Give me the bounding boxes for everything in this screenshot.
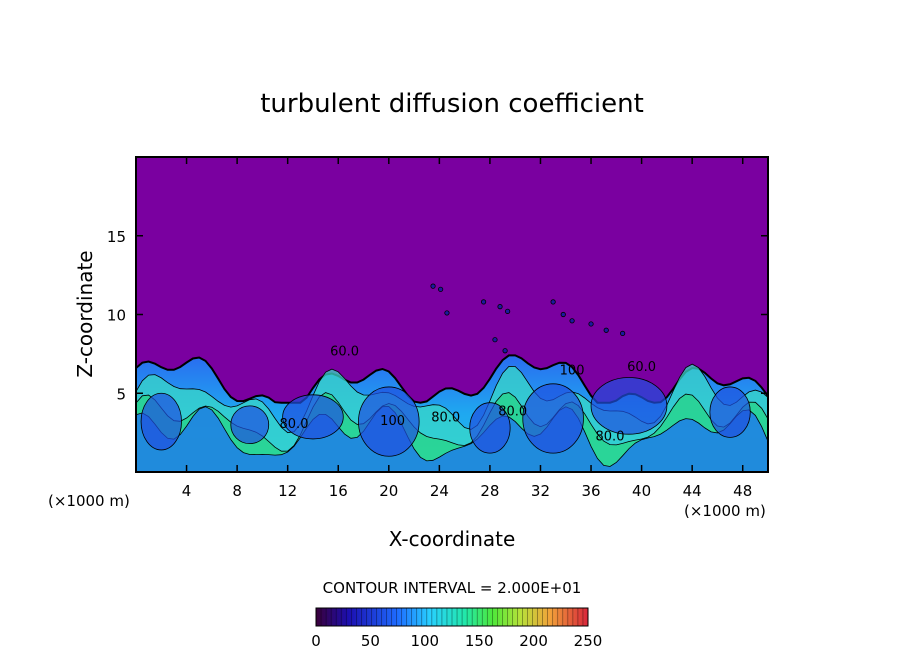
x-unit-right: (×1000 m) [684,502,766,520]
isolated-cell [444,310,450,316]
colorbar-ticks: 0 50 100 150 200 250 [311,632,602,650]
low-diffusion-core [469,402,511,454]
x-tick-label: 32 [531,482,550,500]
x-tick-label: 44 [683,482,702,500]
isolated-cell [620,330,626,336]
low-diffusion-core [358,386,420,457]
isolated-cell [497,304,503,310]
x-tick-label: 40 [632,482,651,500]
contour-blobs [140,283,751,457]
low-diffusion-core [140,392,182,451]
y-tick-label: 5 [116,385,126,403]
colorbar-tick-label: 0 [311,632,321,650]
x-tick-label: 28 [480,482,499,500]
colorbar-tick-label: 150 [465,632,494,650]
colorbar-stripes [315,608,589,626]
x-tick-label: 4 [182,482,192,500]
colorbar-tick-label: 250 [574,632,603,650]
turbulent-layer [136,354,768,472]
isolated-cell [502,348,508,354]
contour-label: 80.0 [498,404,527,419]
isolated-cell [550,299,556,305]
y-axis-ticks: 5 10 15 [107,228,768,403]
x-unit-left: (×1000 m) [48,492,130,510]
chart-title: turbulent diffusion coefficient [260,89,644,119]
plot-area: 80.0 100 80.0 80.0 80.0 60.0 60.0 100 [136,157,768,472]
contour-label: 80.0 [280,417,309,432]
colorbar-tick-label: 50 [361,632,380,650]
x-tick-label: 36 [581,482,600,500]
x-axis-ticks: 4 8 12 16 20 24 28 32 36 40 44 48 [182,157,752,500]
contour-interval-label: CONTOUR INTERVAL = 2.000E+01 [323,579,582,597]
isolated-cell [603,327,609,333]
colorbar-tick-label: 100 [410,632,439,650]
isolated-cell [569,318,575,324]
y-tick-label: 10 [107,307,126,325]
isolated-cell [492,337,498,343]
y-axis-label: Z-coordinate [73,250,97,377]
x-axis-label: X-coordinate [389,527,516,551]
isolated-cell [588,321,594,327]
x-tick-label: 48 [733,482,752,500]
low-diffusion-core [230,405,270,445]
low-diffusion-core [282,394,344,440]
isolated-cell [480,299,487,305]
contour-labels: 80.0 100 80.0 80.0 80.0 60.0 60.0 100 [280,344,657,444]
low-diffusion-core [709,386,751,438]
isolated-cell [560,311,566,318]
x-tick-label: 24 [430,482,449,500]
x-tick-label: 8 [232,482,242,500]
colorbar-tick-label: 200 [519,632,548,650]
contour-label: 100 [380,414,405,429]
x-tick-label: 16 [329,482,348,500]
x-tick-label: 12 [278,482,297,500]
contour-label: 80.0 [596,430,625,445]
isolated-cell [438,286,444,292]
x-tick-label: 20 [379,482,398,500]
low-diffusion-core [522,383,584,454]
low-diffusion-core [590,377,668,435]
contour-label: 60.0 [627,360,656,375]
isolated-cell [505,308,511,314]
contour-label: 100 [560,363,585,378]
y-tick-label: 15 [107,228,126,246]
contour-label: 80.0 [431,411,460,426]
contour-band [136,406,768,472]
isolated-cell [430,283,436,289]
colorbar: 0 50 100 150 200 250 [311,607,602,650]
contour-label: 60.0 [330,344,359,359]
